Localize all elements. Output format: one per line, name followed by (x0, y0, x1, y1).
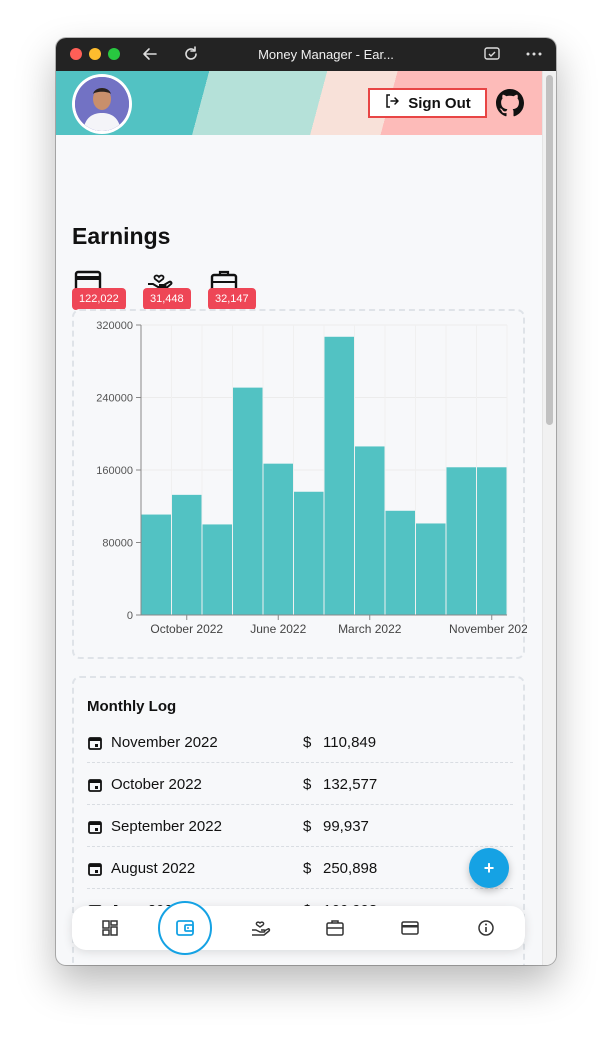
earnings-bar-chart: 0 80000 160000 240000 320000 October 2022 June… (96, 320, 527, 636)
chart-bar (233, 387, 263, 615)
chart-bar (172, 494, 202, 615)
title-bar: Money Manager - Ear... (56, 38, 556, 71)
x-tick-label: March 2022 (338, 622, 402, 636)
minimize-window-button[interactable] (89, 48, 101, 60)
log-row[interactable]: August 2022 $250,898 (87, 847, 513, 889)
y-tick-label: 320000 (96, 320, 133, 332)
monthly-log-title: Monthly Log (87, 698, 177, 715)
y-tick-label: 240000 (96, 393, 133, 405)
stat-badge: 122,022 (72, 288, 126, 310)
currency-symbol: $ (303, 860, 312, 877)
log-month: September 2022 (111, 818, 222, 835)
calendar-icon (88, 778, 102, 792)
header-banner: Sign Out (56, 71, 542, 135)
chart-bar (324, 336, 354, 615)
chart-bar (446, 467, 476, 615)
chart-bar (202, 524, 232, 615)
back-arrow-icon[interactable] (140, 44, 160, 64)
stat-badge: 31,448 (143, 288, 191, 310)
log-row[interactable]: November 2022 $110,849 (87, 721, 513, 763)
maximize-window-button[interactable] (108, 48, 120, 60)
calendar-icon (88, 736, 102, 750)
y-tick-label: 0 (127, 610, 133, 622)
chart-bar (355, 446, 385, 615)
avatar[interactable] (72, 74, 132, 134)
y-tick-label: 80000 (102, 538, 133, 550)
active-nav-indicator (158, 901, 212, 955)
log-amount: 132,577 (323, 776, 378, 793)
log-amount: 110,849 (323, 734, 377, 751)
log-amount: 250,898 (323, 860, 378, 877)
sign-out-icon (384, 93, 400, 113)
log-row[interactable]: September 2022 $99,937 (87, 805, 513, 847)
currency-symbol: $ (303, 776, 312, 793)
browser-window: Money Manager - Ear... (56, 38, 556, 965)
scrollbar-thumb[interactable] (546, 75, 553, 425)
wallet-icon[interactable] (174, 917, 196, 939)
x-tick-label: June 2022 (250, 622, 306, 636)
log-amount: 99,937 (323, 818, 369, 835)
chart-bar (477, 467, 507, 615)
log-month: November 2022 (111, 734, 218, 751)
hand-heart-icon[interactable] (249, 917, 271, 939)
chart-bar (263, 463, 293, 615)
hand-heart-icon (145, 268, 173, 294)
y-tick-label: 160000 (96, 465, 133, 477)
currency-symbol: $ (303, 818, 312, 835)
sign-out-button[interactable]: Sign Out (368, 88, 487, 118)
page-title: Earnings (72, 223, 171, 249)
x-tick-label: November 2021 (449, 622, 527, 636)
github-icon[interactable] (496, 89, 524, 117)
page-content: Sign Out Earnings 122,022 31,448 32,147 (56, 71, 542, 965)
add-entry-button[interactable]: + (469, 848, 509, 888)
stat-badge: 32,147 (208, 288, 256, 310)
chart-bar (294, 491, 324, 615)
x-tick-label: October 2022 (150, 622, 223, 636)
log-month: August 2022 (111, 860, 196, 877)
calendar-icon (88, 862, 102, 876)
bottom-navigation (72, 901, 525, 955)
dashboard-icon[interactable] (99, 917, 121, 939)
scrollbar[interactable] (542, 71, 556, 965)
log-row[interactable]: October 2022 $132,577 (87, 763, 513, 805)
cast-icon[interactable] (482, 44, 502, 64)
briefcase-icon[interactable] (324, 917, 346, 939)
chart-bar (385, 510, 415, 615)
sign-out-label: Sign Out (408, 94, 471, 112)
chart-bar (141, 514, 171, 615)
more-options-icon[interactable] (524, 44, 544, 64)
window-title: Money Manager - Ear... (258, 47, 394, 62)
info-icon[interactable] (475, 917, 497, 939)
avatar-photo (75, 77, 129, 131)
close-window-button[interactable] (70, 48, 82, 60)
log-month: October 2022 (111, 776, 202, 793)
chart-bar (416, 523, 446, 615)
credit-card-icon[interactable] (399, 917, 421, 939)
earnings-chart-card: 0 80000 160000 240000 320000 October 2022 June… (72, 309, 527, 659)
currency-symbol: $ (303, 734, 312, 751)
calendar-icon (88, 820, 102, 834)
reload-icon[interactable] (181, 44, 201, 64)
